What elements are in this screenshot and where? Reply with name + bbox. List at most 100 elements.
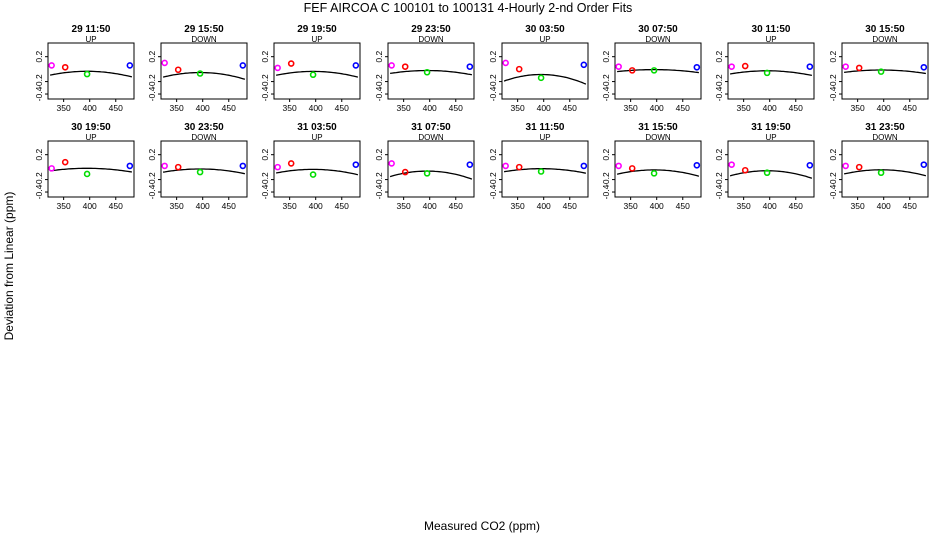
panel-title: 29 15:50 — [184, 24, 224, 35]
x-tick-label: 450 — [109, 201, 123, 211]
data-point — [388, 160, 395, 167]
y-tick-label: 0.2 — [601, 149, 611, 161]
data-point — [650, 170, 658, 177]
data-point — [126, 62, 134, 69]
x-tick-label: 350 — [283, 103, 297, 113]
panel-title: 30 03:50 — [525, 24, 565, 35]
x-tick-label: 350 — [737, 103, 751, 113]
data-point — [877, 169, 885, 177]
y-tick-label: -0.2 — [147, 172, 157, 187]
fit-curve — [50, 167, 132, 173]
x-tick-label: 450 — [335, 103, 349, 113]
x-tick-label: 350 — [57, 103, 71, 113]
y-tick-label: 0.2 — [714, 51, 724, 63]
panel-title: 31 19:50 — [751, 122, 791, 133]
y-tick-label: 0.2 — [260, 51, 270, 63]
x-tick-label: 400 — [196, 201, 210, 211]
y-tick-label: -0.2 — [34, 172, 44, 187]
panel-mode: DOWN — [191, 133, 217, 142]
plot-frame — [47, 140, 135, 198]
y-tick-label: -0.4 — [601, 184, 611, 199]
x-tick-label: 450 — [222, 103, 236, 113]
x-tick-label: 400 — [537, 103, 551, 113]
fit-curve — [844, 69, 926, 75]
data-point — [741, 166, 749, 174]
data-point — [161, 59, 168, 67]
y-tick-label: 0.2 — [147, 149, 157, 161]
fit-curve — [275, 168, 359, 176]
panel-mode: DOWN — [645, 133, 671, 142]
data-point — [287, 160, 295, 167]
data-point — [423, 68, 431, 76]
data-point — [763, 169, 771, 177]
x-tick-label: 450 — [903, 103, 917, 113]
fit-curve — [729, 70, 813, 77]
x-tick-label: 350 — [397, 201, 411, 211]
fit-curve — [504, 168, 587, 174]
y-tick-label: -0.2 — [714, 172, 724, 187]
panel-mode: UP — [765, 133, 776, 142]
x-tick-label: 450 — [903, 201, 917, 211]
x-axis-label: Measured CO2 (ppm) — [424, 519, 540, 533]
fit-curve — [616, 169, 700, 177]
y-tick-label: -0.4 — [488, 184, 498, 199]
data-point — [806, 161, 814, 169]
x-tick-label: 350 — [283, 201, 297, 211]
fit-curve — [49, 70, 133, 78]
x-tick-label: 350 — [397, 103, 411, 113]
y-tick-label: -0.4 — [714, 86, 724, 101]
y-tick-label: -0.4 — [828, 86, 838, 101]
data-point — [580, 162, 588, 170]
data-point — [174, 66, 182, 74]
panel-mode: UP — [539, 35, 550, 44]
y-tick-label: -0.2 — [260, 74, 270, 89]
y-tick-label: -0.2 — [147, 74, 157, 89]
y-tick-label: -0.4 — [147, 86, 157, 101]
data-point — [274, 64, 281, 72]
x-tick-label: 400 — [877, 201, 891, 211]
y-tick-label: 0.2 — [714, 149, 724, 161]
panel-title: 30 11:50 — [752, 24, 791, 35]
plot-frame — [501, 140, 589, 198]
x-tick-label: 450 — [335, 201, 349, 211]
data-point — [502, 59, 509, 67]
fit-curve — [163, 168, 246, 175]
data-point — [855, 64, 863, 72]
panel-mode: DOWN — [191, 35, 217, 44]
y-tick-label: -0.2 — [601, 172, 611, 187]
data-point — [920, 63, 928, 71]
x-tick-label: 400 — [763, 103, 777, 113]
panel-title: 30 15:50 — [865, 24, 905, 35]
x-tick-label: 400 — [423, 201, 437, 211]
x-tick-label: 450 — [449, 103, 463, 113]
x-tick-label: 400 — [196, 103, 210, 113]
data-point — [515, 65, 523, 73]
y-tick-label: -0.2 — [374, 74, 384, 89]
y-tick-label: -0.4 — [374, 184, 384, 199]
data-point — [309, 171, 317, 178]
panel-mode: UP — [765, 35, 776, 44]
data-point — [423, 170, 431, 177]
plot-frame — [727, 140, 815, 198]
data-point — [693, 161, 701, 169]
plot-frame — [273, 42, 361, 100]
panel-title: 29 19:50 — [297, 24, 337, 35]
y-tick-label: -0.4 — [828, 184, 838, 199]
data-point — [196, 168, 204, 176]
figure-title: FEF AIRCOA C 100101 to 100131 4-Hourly 2… — [304, 1, 633, 15]
data-point — [239, 62, 247, 69]
panel-mode: DOWN — [418, 133, 444, 142]
data-point — [502, 162, 509, 170]
x-tick-label: 350 — [851, 103, 865, 113]
